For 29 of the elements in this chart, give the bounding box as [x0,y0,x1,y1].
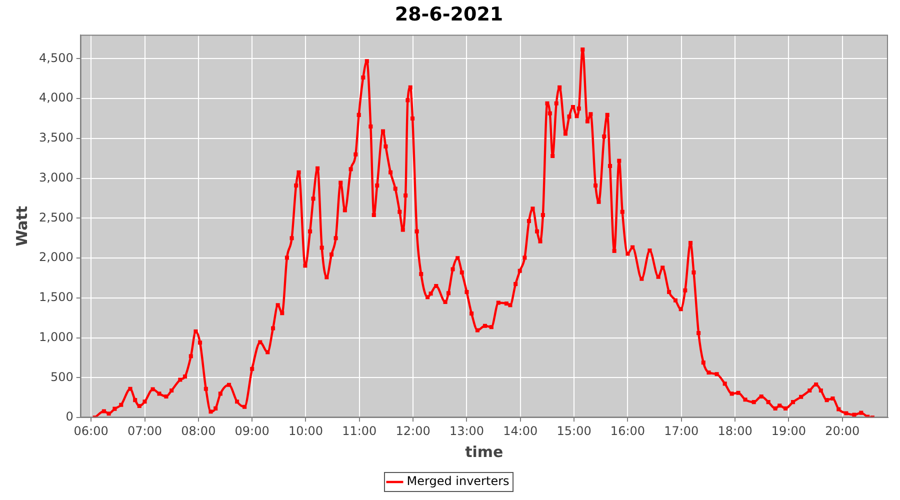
x-tick-label: 11:00 [342,424,377,438]
chart-title: 28-6-2021 [394,3,504,26]
y-tick-label: 4,500 [38,50,74,65]
x-tick-label: 09:00 [234,424,270,438]
y-tick-label: 2,500 [38,210,74,224]
x-tick-label: 13:00 [449,424,484,438]
y-tick-label: 1,500 [38,290,74,304]
x-tick-label: 08:00 [181,424,216,438]
y-tick-label: 500 [50,370,74,384]
y-tick-label: 0 [66,410,74,424]
x-tick-label: 14:00 [503,424,538,438]
x-tick-label: 16:00 [610,424,646,438]
x-tick-label: 18:00 [718,424,752,438]
x-tick-label: 15:00 [556,424,592,438]
x-axis-title: time [465,442,504,461]
x-tick-label: 20:00 [825,424,860,438]
y-tick-label: 4,000 [38,90,74,105]
x-tick-label: 17:00 [664,424,699,438]
y-tick-label: 1,000 [38,330,74,344]
x-tick-label: 07:00 [127,424,162,438]
y-tick-label: 3,000 [38,170,74,184]
y-tick-label: 2,000 [38,250,74,264]
x-tick-label: 06:00 [74,424,108,438]
legend-label: Merged inverters [406,474,510,488]
x-tick-label: 19:00 [771,424,806,438]
y-tick-label: 3,500 [38,130,74,145]
x-tick-label: 12:00 [396,424,430,438]
x-tick-label: 10:00 [288,424,324,438]
y-axis-title: Watt [12,206,31,246]
